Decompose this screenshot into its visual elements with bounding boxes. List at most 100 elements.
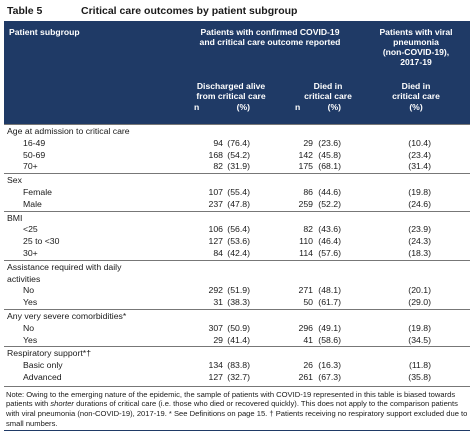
cell-died-pct: (48.1): [318, 285, 341, 296]
header-discharged-line: from critical care: [196, 91, 266, 101]
cell-viral-died-pct: (23.9): [408, 224, 431, 235]
cell-discharged-n: 127: [208, 371, 224, 382]
row-label: No: [23, 285, 35, 296]
section-heading: Any very severe comorbidities*: [7, 310, 127, 321]
row-label: 50-69: [23, 149, 46, 160]
table-body: Age at admission to critical care 16-49 94…: [4, 124, 470, 384]
cell-discharged-n: 82: [213, 161, 223, 172]
cell-discharged-pct: (31.9): [227, 161, 250, 172]
cell-discharged-pct: (76.4): [227, 137, 250, 148]
header-died: Died in critical care: [288, 81, 368, 101]
row-label: 30+: [23, 247, 38, 258]
table-section: Assistance required with daily activities…: [4, 259, 470, 309]
cell-discharged-pct: (50.9): [227, 322, 250, 333]
header-viral-group: Patients with viral pneumonia (non-COVID…: [360, 27, 472, 67]
cell-discharged-n: 106: [208, 224, 224, 235]
header-pct-viral: (%): [364, 102, 468, 112]
header-died-line: Died in: [313, 81, 343, 91]
cell-viral-died-pct: (29.0): [408, 297, 431, 308]
table-section: Sex Female 107 (55.4) 86 (44.6) (19.8) Male 237(…: [4, 173, 470, 210]
cell-viral-died-pct: (20.1): [408, 285, 431, 296]
cell-died-pct: (23.6): [318, 137, 341, 148]
header-covid-line: Patients with confirmed COVID-19: [200, 27, 340, 37]
table-row: Male 237 (47.8) 259 (52.2) (24.6): [4, 199, 470, 211]
cell-discharged-n: 84: [213, 247, 223, 258]
cell-discharged-n: 292: [208, 285, 224, 296]
header-pct: (%): [327, 102, 341, 112]
row-label: Female: [23, 186, 52, 197]
cell-died-n: 29: [303, 137, 313, 148]
cell-died-pct: (61.7): [318, 297, 341, 308]
header-patient-subgroup: Patient subgroup: [9, 27, 80, 37]
cell-died-n: 26: [303, 360, 313, 371]
row-label: No: [23, 322, 35, 333]
cell-died-pct: (57.6): [318, 247, 341, 258]
cell-discharged-n: 29: [213, 334, 223, 345]
cell-died-n: 41: [303, 334, 313, 345]
cell-discharged-n: 134: [208, 360, 224, 371]
row-label: Yes: [23, 334, 38, 345]
cell-died-pct: (58.6): [318, 334, 341, 345]
table-row: 50-69 168 (54.2) 142 (45.8) (23.4): [4, 150, 470, 162]
cell-died-n: 296: [298, 322, 314, 333]
cell-discharged-pct: (55.4): [227, 186, 250, 197]
cell-viral-died-pct: (11.8): [408, 360, 431, 371]
header-discharged-line: Discharged alive: [196, 81, 266, 91]
table-row: Advanced 127 (32.7) 261 (67.3) (35.8): [4, 372, 470, 384]
cell-died-pct: (49.1): [318, 322, 341, 333]
cell-died-n: 110: [299, 236, 313, 247]
table-section: Respiratory support*† Basic only 134 (83.8)…: [4, 346, 470, 383]
cell-discharged-pct: (56.4): [227, 224, 250, 235]
cell-died-pct: (67.3): [318, 371, 341, 382]
cell-discharged-n: 168: [208, 149, 224, 160]
header-viral-line: Patients with viral: [379, 27, 453, 37]
cell-died-pct: (45.8): [318, 149, 341, 160]
cell-discharged-pct: (47.8): [227, 198, 250, 209]
table-title: Critical care outcomes by patient subgro…: [81, 4, 298, 17]
cell-died-n: 261: [298, 371, 314, 382]
note-text: durations of critical care (i.e. those w…: [6, 399, 468, 428]
header-died-line: critical care: [304, 91, 352, 101]
cell-died-pct: (46.4): [318, 236, 341, 247]
header-n-pct-died: n (%): [295, 102, 341, 112]
cell-discharged-n: 237: [208, 198, 224, 209]
header-n: n: [194, 102, 200, 112]
table-row: Basic only 134 (83.8) 26 (16.3) (11.8): [4, 360, 470, 372]
row-label: 70+: [23, 161, 38, 172]
cell-viral-died-pct: (35.8): [408, 371, 431, 382]
cell-discharged-pct: (32.7): [227, 371, 250, 382]
header-pct: (%): [409, 102, 423, 112]
section-heading: activities: [7, 273, 41, 284]
cell-discharged-pct: (51.9): [227, 285, 250, 296]
cell-discharged-n: 31: [213, 297, 223, 308]
note-text: Note: Owing to the emerging nature of th…: [6, 389, 456, 409]
cell-viral-died-pct: (34.5): [408, 334, 431, 345]
cell-discharged-pct: (38.3): [227, 297, 250, 308]
note-emphasis: shorter: [50, 399, 74, 409]
cell-discharged-n: 307: [208, 322, 224, 333]
cell-died-n: 86: [303, 186, 313, 197]
row-label: <25: [23, 224, 38, 235]
cell-died-n: 114: [299, 247, 313, 258]
table-header: Patient subgroup Patients with confirmed…: [4, 22, 470, 124]
cell-died-n: 175: [298, 161, 314, 172]
table-row: 30+ 84 (42.4) 114 (57.6) (18.3): [4, 248, 470, 260]
table-section: Any very severe comorbidities* No 307 (50.9…: [4, 308, 470, 346]
header-viral-line: 2017-19: [400, 57, 432, 67]
table-section: BMI <25 106 (56.4) 82 (43.6) (23.9) 25 to <30 12…: [4, 210, 470, 260]
cell-viral-died-pct: (19.8): [408, 186, 431, 197]
section-heading: Assistance required with daily: [7, 261, 122, 272]
cell-viral-died-pct: (24.6): [408, 198, 431, 209]
table-row: No 307 (50.9) 296 (49.1) (19.8): [4, 323, 470, 335]
table-title-row: Table 5 Critical care outcomes by patien…: [4, 3, 470, 18]
cell-discharged-pct: (41.4): [227, 334, 250, 345]
cell-died-n: 142: [298, 149, 314, 160]
row-label: Advanced: [23, 371, 62, 382]
header-viral-died-line: critical care: [392, 91, 440, 101]
cell-died-pct: (68.1): [318, 161, 341, 172]
table-row: 70+ 82 (31.9) 175 (68.1) (31.4): [4, 161, 470, 173]
header-covid-group: Patients with confirmed COVID-19 and cri…: [182, 27, 358, 47]
cell-viral-died-pct: (24.3): [408, 236, 431, 247]
cell-discharged-n: 94: [213, 137, 223, 148]
table-number: Table 5: [7, 4, 43, 17]
